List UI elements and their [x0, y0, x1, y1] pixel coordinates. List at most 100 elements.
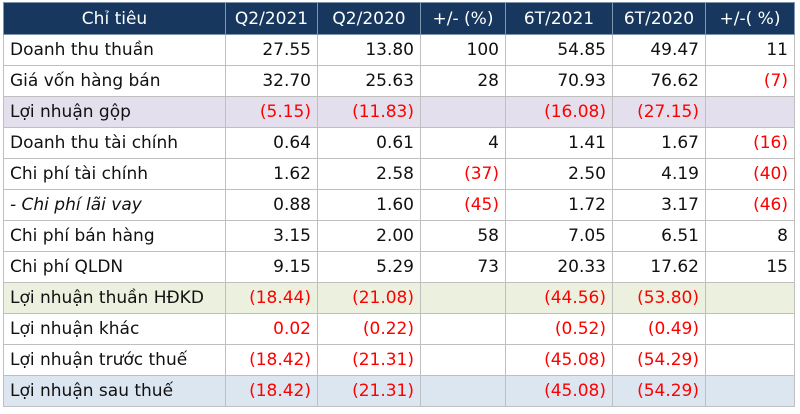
value-cell: 4.19 [612, 158, 706, 190]
value-cell: (11.83) [317, 96, 421, 128]
value-cell: 13.80 [317, 34, 421, 66]
value-cell: 2.50 [505, 158, 613, 190]
value-cell: 4 [420, 127, 506, 159]
value-cell: (0.22) [317, 313, 421, 345]
header-row: Chỉ tiêu Q2/2021 Q2/2020 +/- (%) 6T/2021 6T/2… [3, 2, 795, 35]
value-cell: 76.62 [612, 65, 706, 97]
value-cell: 17.62 [612, 251, 706, 283]
value-cell: (21.08) [317, 282, 421, 314]
value-cell [705, 375, 795, 407]
value-cell [420, 282, 506, 314]
value-cell: (37) [420, 158, 506, 190]
row-label: Lợi nhuận gộp [3, 96, 226, 128]
row-label: Lợi nhuận trước thuế [3, 344, 226, 376]
value-cell [420, 313, 506, 345]
row-label: Lợi nhuận sau thuế [3, 375, 226, 407]
value-cell: (45.08) [505, 375, 613, 407]
value-cell: (0.49) [612, 313, 706, 345]
value-cell [705, 282, 795, 314]
value-cell: (21.31) [317, 375, 421, 407]
table-row: Lợi nhuận gộp (5.15) (11.83) (16.08) (27.15) [3, 96, 795, 128]
value-cell: 6.51 [612, 220, 706, 252]
value-cell: 8 [705, 220, 795, 252]
value-cell: 1.41 [505, 127, 613, 159]
value-cell: 1.72 [505, 189, 613, 221]
value-cell: (18.42) [225, 375, 318, 407]
value-cell: (54.29) [612, 375, 706, 407]
row-label: Doanh thu thuần [3, 34, 226, 66]
value-cell: (40) [705, 158, 795, 190]
column-header: +/-( %) [705, 2, 795, 35]
value-cell: 15 [705, 251, 795, 283]
value-cell: (45) [420, 189, 506, 221]
row-label: Doanh thu tài chính [3, 127, 226, 159]
table-row: Chi phí tài chính 1.62 2.58 (37) 2.50 4.19 (40… [3, 158, 795, 190]
value-cell: 1.62 [225, 158, 318, 190]
value-cell: (16.08) [505, 96, 613, 128]
value-cell: (44.56) [505, 282, 613, 314]
value-cell: 0.64 [225, 127, 318, 159]
value-cell: 49.47 [612, 34, 706, 66]
value-cell: (18.44) [225, 282, 318, 314]
value-cell: 0.88 [225, 189, 318, 221]
row-label: Chi phí tài chính [3, 158, 226, 190]
financial-results-table: Chỉ tiêu Q2/2021 Q2/2020 +/- (%) 6T/2021 6T/2… [3, 2, 795, 407]
value-cell: 5.29 [317, 251, 421, 283]
row-label: Lợi nhuận thuần HĐKD [3, 282, 226, 314]
value-cell [420, 344, 506, 376]
table-row: Giá vốn hàng bán 32.70 25.63 28 70.93 76.62 (7… [3, 65, 795, 97]
value-cell: 100 [420, 34, 506, 66]
value-cell: 9.15 [225, 251, 318, 283]
column-header: 6T/2021 [505, 2, 613, 35]
value-cell: (45.08) [505, 344, 613, 376]
value-cell: (18.42) [225, 344, 318, 376]
table-row: - Chi phí lãi vay 0.88 1.60 (45) 1.72 3.17 (46… [3, 189, 795, 221]
value-cell: 2.00 [317, 220, 421, 252]
column-header: Chỉ tiêu [3, 2, 226, 35]
value-cell: (46) [705, 189, 795, 221]
row-label: Chi phí QLDN [3, 251, 226, 283]
value-cell: 3.17 [612, 189, 706, 221]
value-cell: 20.33 [505, 251, 613, 283]
table-row: Lợi nhuận thuần HĐKD (18.44) (21.08) (44.56… [3, 282, 795, 314]
column-header: Q2/2020 [317, 2, 421, 35]
value-cell [705, 313, 795, 345]
table-row: Lợi nhuận trước thuế (18.42) (21.31) (45.08… [3, 344, 795, 376]
value-cell: 28 [420, 65, 506, 97]
row-label: Lợi nhuận khác [3, 313, 226, 345]
value-cell: 54.85 [505, 34, 613, 66]
table-row: Lợi nhuận khác 0.02 (0.22) (0.52) (0.49) [3, 313, 795, 345]
table-row: Doanh thu thuần 27.55 13.80 100 54.85 49.47 11 [3, 34, 795, 66]
column-header: +/- (%) [420, 2, 506, 35]
value-cell: 0.02 [225, 313, 318, 345]
value-cell: (27.15) [612, 96, 706, 128]
value-cell: (21.31) [317, 344, 421, 376]
value-cell: (53.80) [612, 282, 706, 314]
value-cell: 11 [705, 34, 795, 66]
table-row: Lợi nhuận sau thuế (18.42) (21.31) (45.08)(… [3, 375, 795, 407]
value-cell: (7) [705, 65, 795, 97]
table-row: Chi phí bán hàng 3.15 2.00 58 7.05 6.51 8 [3, 220, 795, 252]
row-label: Chi phí bán hàng [3, 220, 226, 252]
value-cell [705, 96, 795, 128]
value-cell: 25.63 [317, 65, 421, 97]
value-cell: 1.67 [612, 127, 706, 159]
value-cell: 27.55 [225, 34, 318, 66]
value-cell: 32.70 [225, 65, 318, 97]
value-cell: 1.60 [317, 189, 421, 221]
row-label: Giá vốn hàng bán [3, 65, 226, 97]
row-label: - Chi phí lãi vay [3, 189, 226, 221]
value-cell: 7.05 [505, 220, 613, 252]
value-cell: (16) [705, 127, 795, 159]
value-cell: 3.15 [225, 220, 318, 252]
value-cell: 0.61 [317, 127, 421, 159]
value-cell: (5.15) [225, 96, 318, 128]
table-row: Doanh thu tài chính 0.64 0.61 4 1.41 1.67 (16) [3, 127, 795, 159]
value-cell: 73 [420, 251, 506, 283]
value-cell: 2.58 [317, 158, 421, 190]
value-cell: (0.52) [505, 313, 613, 345]
column-header: Q2/2021 [225, 2, 318, 35]
value-cell [420, 375, 506, 407]
value-cell [705, 344, 795, 376]
table-row: Chi phí QLDN 9.15 5.29 73 20.33 17.62 15 [3, 251, 795, 283]
